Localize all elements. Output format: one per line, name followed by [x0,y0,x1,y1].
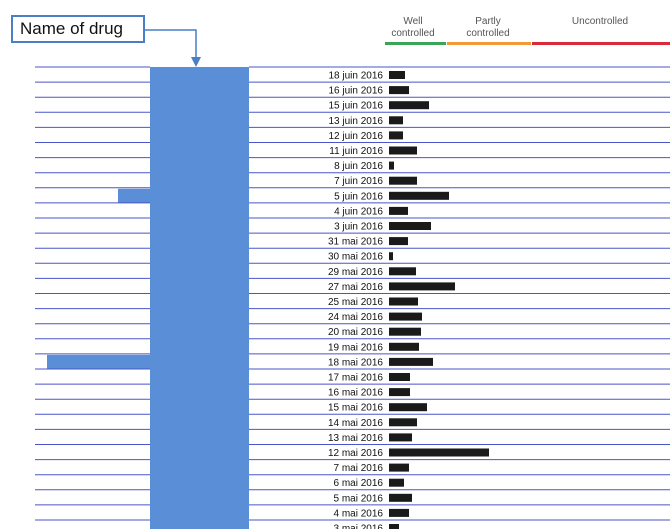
date-label: 13 juin 2016 [329,116,384,127]
duration-bar [389,222,431,230]
drug-band-extension [47,354,150,369]
duration-bar [389,191,449,200]
duration-bar [389,116,403,125]
duration-bar [389,206,408,215]
legend-partly-line2: controlled [466,28,510,39]
duration-bar [389,71,405,79]
date-label: 11 juin 2016 [329,146,383,157]
date-label: 29 mai 2016 [328,267,383,278]
duration-bar [389,252,393,261]
date-label: 12 mai 2016 [328,448,383,459]
date-label: 7 mai 2016 [334,463,384,474]
date-label: 20 mai 2016 [328,327,383,338]
date-label: 18 mai 2016 [328,357,383,368]
legend-partly-controlled: Partly controlled [456,16,520,40]
duration-bar [389,86,409,95]
date-label: 14 mai 2016 [328,418,383,429]
date-label: 24 mai 2016 [328,312,383,323]
date-label: 6 mai 2016 [334,478,384,489]
date-label: 16 juin 2016 [329,86,384,97]
date-label: 16 mai 2016 [328,388,383,399]
drug-name-label: Name of drug [20,19,123,38]
legend-well-line2: controlled [391,28,435,39]
date-label: 13 mai 2016 [328,433,383,444]
duration-bar [389,327,421,336]
callout-arrow-line [145,29,197,60]
duration-bar [389,357,433,366]
duration-bar [389,161,394,170]
date-label: 4 juin 2016 [334,206,383,217]
duration-bar [389,342,419,351]
date-label: 8 juin 2016 [334,161,383,172]
date-label: 3 juin 2016 [334,222,383,233]
legend-partly-line1: Partly [475,16,501,27]
duration-bar [389,493,412,502]
duration-bar [389,524,399,529]
drug-exposure-band [150,67,249,529]
duration-bar [389,508,409,517]
duration-bar [389,237,408,246]
date-label: 17 mai 2016 [328,373,383,384]
duration-bar [389,312,422,321]
duration-bar [389,146,417,155]
duration-bar [389,433,412,442]
duration-bar [389,282,455,291]
date-label: 12 juin 2016 [329,131,384,142]
legend-line-uncontrolled [532,42,670,45]
duration-bar [389,448,489,457]
date-label: 15 juin 2016 [329,101,384,112]
duration-bar [389,101,429,110]
date-label: 19 mai 2016 [328,342,383,353]
duration-bar [389,267,416,276]
duration-bar [389,478,404,487]
date-label: 18 juin 2016 [329,71,384,82]
date-label: 5 juin 2016 [334,191,383,202]
date-label: 15 mai 2016 [328,403,383,414]
legend-well-line1: Well [403,16,423,27]
duration-bar [389,297,418,306]
legend-uncontrolled: Uncontrolled [560,16,640,28]
date-label: 31 mai 2016 [328,237,383,248]
duration-bar [389,418,417,427]
legend-well-controlled: Well controlled [383,16,443,40]
drug-name-callout: Name of drug [11,15,145,43]
date-label: 25 mai 2016 [328,297,383,308]
drug-band-extension [118,188,150,203]
duration-bar [389,403,427,412]
date-label: 27 mai 2016 [328,282,383,293]
legend-line-partly [447,42,531,45]
date-label: 3 mai 2016 [334,524,384,529]
date-label: 4 mai 2016 [334,508,384,519]
legend-line-well [385,42,446,45]
legend-uncontrolled-line1: Uncontrolled [571,16,629,27]
duration-bar [389,176,417,185]
duration-bar [389,131,403,140]
duration-bar [389,373,410,381]
date-label: 30 mai 2016 [328,252,383,263]
duration-bar [389,388,410,397]
duration-bar [389,463,409,472]
date-label: 7 juin 2016 [334,176,383,187]
date-label: 5 mai 2016 [334,493,384,504]
callout-arrow-head [191,57,201,67]
